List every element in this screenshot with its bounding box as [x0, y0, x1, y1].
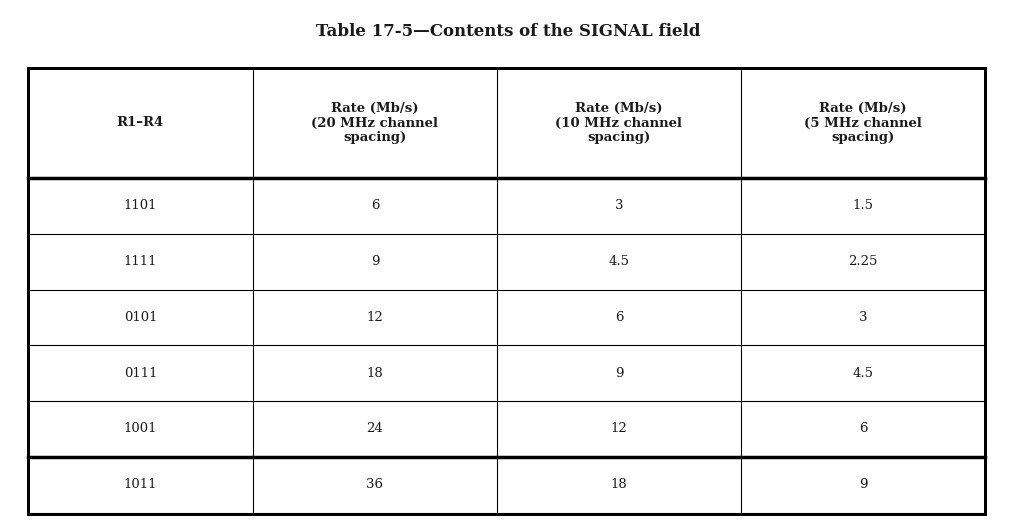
- Text: 9: 9: [614, 367, 623, 379]
- Text: 12: 12: [366, 311, 383, 324]
- Text: 3: 3: [614, 199, 623, 212]
- Text: Table 17-5—Contents of the SIGNAL field: Table 17-5—Contents of the SIGNAL field: [316, 24, 701, 40]
- Text: 6: 6: [370, 199, 379, 212]
- Text: 18: 18: [610, 478, 627, 491]
- Text: 0101: 0101: [124, 311, 158, 324]
- Text: Rate (Mb/s)
(10 MHz channel
spacing): Rate (Mb/s) (10 MHz channel spacing): [555, 102, 682, 145]
- Text: 1.5: 1.5: [852, 199, 874, 212]
- Text: R1–R4: R1–R4: [117, 116, 164, 129]
- Text: 6: 6: [858, 422, 868, 435]
- Text: 1001: 1001: [124, 422, 158, 435]
- Text: 9: 9: [858, 478, 868, 491]
- Text: 1111: 1111: [124, 255, 158, 268]
- Text: 24: 24: [366, 422, 383, 435]
- Text: 36: 36: [366, 478, 383, 491]
- Text: 18: 18: [366, 367, 383, 379]
- Text: 6: 6: [614, 311, 623, 324]
- Text: 9: 9: [370, 255, 379, 268]
- Text: 3: 3: [858, 311, 868, 324]
- Text: 4.5: 4.5: [608, 255, 630, 268]
- Text: 12: 12: [610, 422, 627, 435]
- Text: 0111: 0111: [124, 367, 158, 379]
- Text: 4.5: 4.5: [852, 367, 874, 379]
- Bar: [28, 68, 985, 514]
- Text: Rate (Mb/s)
(5 MHz channel
spacing): Rate (Mb/s) (5 MHz channel spacing): [804, 102, 922, 145]
- Text: 1101: 1101: [124, 199, 158, 212]
- Text: 2.25: 2.25: [848, 255, 878, 268]
- Text: Rate (Mb/s)
(20 MHz channel
spacing): Rate (Mb/s) (20 MHz channel spacing): [311, 102, 438, 145]
- Text: 1011: 1011: [124, 478, 158, 491]
